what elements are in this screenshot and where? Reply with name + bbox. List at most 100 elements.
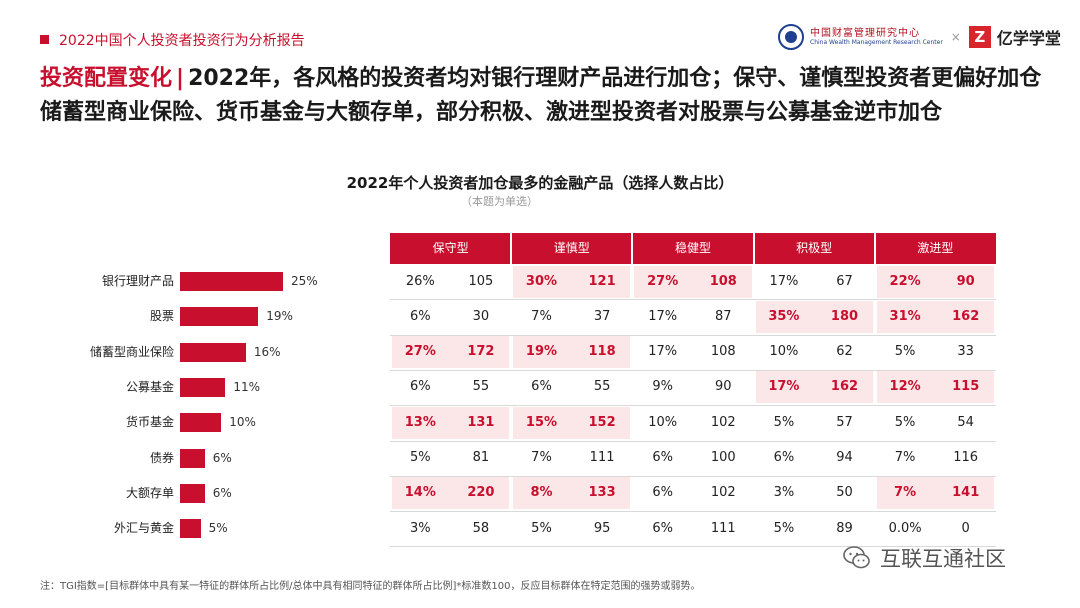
- table-cell-tgi: 108: [710, 344, 736, 360]
- table-cell-percent: 17%: [769, 273, 799, 289]
- category-label: 货币基金: [125, 415, 174, 430]
- table-cell-tgi: 220: [467, 485, 495, 501]
- table-cell-tgi: 105: [468, 273, 494, 289]
- bar: [180, 483, 205, 503]
- table-cell-tgi: 152: [588, 414, 616, 430]
- table-cell-tgi: 90: [956, 273, 975, 289]
- table-cell-tgi: 118: [588, 344, 616, 360]
- table-cell-percent: 26%: [405, 273, 435, 289]
- table-cell-tgi: 55: [593, 379, 611, 395]
- table-cell-percent: 14%: [404, 485, 436, 501]
- highlight-cell: [876, 477, 994, 510]
- table-cell-percent: 5%: [894, 414, 916, 430]
- category-label: 外汇与黄金: [113, 521, 174, 536]
- table-cell-percent: 3%: [773, 485, 795, 501]
- row-divider: [390, 405, 996, 407]
- highlight-cell: [392, 477, 510, 510]
- table-cell-percent: 8%: [530, 485, 553, 501]
- bar-row: 外汇与黄金 5%: [0, 511, 390, 546]
- headline-separator: |: [176, 66, 185, 91]
- table-cell-tgi: 102: [710, 485, 736, 501]
- table-cell-percent: 5%: [773, 414, 795, 430]
- table-cell-percent: 22%: [889, 273, 921, 289]
- table-cell-percent: 27%: [647, 273, 679, 289]
- table-cell-percent: 6%: [652, 450, 673, 465]
- table-cell-tgi: 57: [836, 414, 853, 430]
- org-name-en: China Wealth Management Research Center: [810, 39, 943, 46]
- org-seal-icon: [778, 24, 804, 50]
- highlight-cell: [392, 336, 510, 369]
- bar-row: 银行理财产品 25%: [0, 264, 390, 299]
- row-divider: [390, 440, 996, 442]
- table-cell-percent: 0.0%: [888, 520, 922, 536]
- table-cell-percent: 19%: [525, 344, 558, 360]
- org-name: 中国财富管理研究中心: [810, 28, 920, 39]
- table-group-header: 激进型: [874, 233, 996, 264]
- highlight-cell: [513, 336, 631, 369]
- table-cell-percent: 35%: [768, 308, 800, 324]
- org-logo: 中国财富管理研究中心 China Wealth Management Resea…: [810, 28, 943, 46]
- header-divider: [873, 233, 876, 264]
- row-divider: [390, 511, 996, 513]
- highlight-cell: [876, 371, 994, 404]
- bar: [180, 377, 226, 397]
- category-label: 储蓄型商业保险: [89, 344, 174, 359]
- bar-row: 储蓄型商业保险 16%: [0, 335, 390, 370]
- table-cell-percent: 13%: [404, 414, 436, 430]
- table-cell-percent: 6%: [409, 379, 431, 395]
- table-cell-percent: 7%: [894, 450, 916, 465]
- row-divider: [390, 299, 996, 301]
- table-cell-tgi: 111: [710, 520, 736, 536]
- bar-value-label: 5%: [208, 521, 228, 536]
- table-cell-tgi: 133: [588, 485, 616, 501]
- table-cell-tgi: 50: [836, 485, 853, 501]
- bar-row: 股票 19%: [0, 299, 390, 334]
- table-cell-percent: 17%: [768, 379, 800, 395]
- table-cell-tgi: 0: [961, 520, 970, 536]
- table-cell-tgi: 115: [952, 379, 980, 395]
- table-cell-tgi: 116: [953, 450, 979, 465]
- row-divider: [390, 334, 996, 336]
- bar-value-label: 10%: [229, 415, 256, 430]
- table-cell-tgi: 81: [472, 450, 490, 465]
- highlight-cell: [513, 265, 631, 298]
- table-cell-tgi: 108: [709, 273, 737, 289]
- highlight-cell: [755, 300, 873, 333]
- times-sign: ×: [950, 30, 961, 44]
- brand-logo-icon: Z: [968, 26, 991, 48]
- table-group-header: 积极型: [753, 233, 875, 264]
- table-cell-tgi: 102: [710, 414, 736, 430]
- report-title: 2022中国个人投资者投资行为分析报告: [59, 33, 305, 49]
- bar: [180, 519, 201, 539]
- footnote: 注：TGI指数=[目标群体中具有某一特征的群体所占比例/总体中具有相同特征的群体…: [40, 581, 701, 592]
- table-cell-tgi: 89: [836, 520, 853, 536]
- row-divider: [390, 475, 996, 477]
- bar-value-label: 25%: [291, 274, 318, 288]
- table-cell-tgi: 87: [715, 308, 732, 324]
- table-cell-percent: 9%: [652, 379, 673, 395]
- bar-value-label: 6%: [212, 450, 232, 465]
- headline-text: 2022年，各风格的投资者均对银行理财产品进行加仓；保守、谨慎型投资者更偏好加仓…: [40, 66, 1042, 125]
- category-label: 银行理财产品: [101, 274, 174, 288]
- table-cell-tgi: 54: [957, 414, 974, 430]
- row-divider: [390, 546, 996, 548]
- header-divider: [631, 233, 634, 264]
- table-cell-tgi: 37: [593, 308, 611, 324]
- category-label: 股票: [149, 309, 174, 324]
- table-cell-tgi: 162: [952, 308, 980, 324]
- watermark: 互联互通社区: [842, 543, 1006, 573]
- category-label: 公募基金: [125, 379, 174, 394]
- bar-row: 大额存单 6%: [0, 476, 390, 511]
- table-cell-percent: 30%: [525, 273, 558, 289]
- table-cell-percent: 10%: [648, 414, 678, 430]
- row-divider: [390, 369, 996, 371]
- category-label: 债券: [149, 450, 174, 465]
- table-group-header: 稳健型: [632, 233, 754, 264]
- table-cell-percent: 7%: [531, 308, 552, 324]
- table-cell-tgi: 30: [472, 308, 490, 324]
- bar: [180, 342, 246, 362]
- table-cell-tgi: 95: [593, 520, 611, 536]
- headline-key: 投资配置变化: [40, 66, 173, 91]
- bar-value-label: 11%: [233, 379, 260, 394]
- table-cell-percent: 7%: [531, 450, 552, 465]
